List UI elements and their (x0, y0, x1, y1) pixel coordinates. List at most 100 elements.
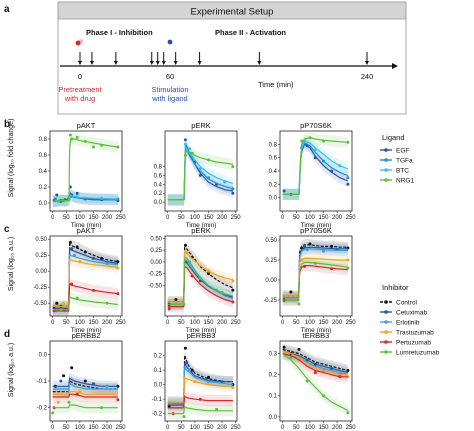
data-point (68, 240, 72, 244)
x-tick-label: 50 (293, 215, 300, 221)
data-point (322, 139, 325, 143)
y-tick-label: 0.25 (265, 258, 277, 264)
chart-title-d-perbb3: pERBB3 (187, 331, 216, 340)
data-point (185, 361, 189, 365)
data-point (182, 415, 186, 419)
y-tick-label: 0.50 (35, 237, 47, 243)
panel-letter-a: a (4, 4, 10, 15)
legend-swatch-dot (384, 350, 388, 354)
data-point (220, 291, 224, 294)
data-point (190, 151, 194, 155)
y-tick-label: 0.50 (265, 238, 277, 244)
data-point (116, 260, 120, 264)
series-line (167, 365, 233, 405)
data-point (346, 140, 350, 144)
data-point (305, 379, 309, 383)
sampling-arrow-head (78, 61, 82, 65)
series-line (282, 353, 348, 378)
x-axis-label: Time (min) (301, 222, 332, 229)
x-tick-label: 250 (231, 320, 242, 326)
panel-letter-c: c (4, 224, 10, 235)
plot-frame (49, 235, 123, 317)
x-tick-label: 100 (190, 320, 201, 326)
data-point (83, 139, 87, 143)
y-tick-label: 0.1 (154, 368, 163, 374)
data-point (167, 307, 171, 311)
chart-1-0: 0 50 100 150 200 250 Time (min) -0.50 -0.25 0.00 0… (33, 235, 126, 334)
sampling-arrow-head (161, 61, 166, 65)
chart-title-b-pp70s6k: pP70S6K (300, 121, 332, 130)
setup-title: Experimental Setup (191, 7, 274, 18)
x-axis-label: Time (min) (186, 222, 217, 229)
y-tick-label: -0.2 (37, 406, 48, 412)
data-point (70, 247, 74, 251)
data-point (289, 290, 293, 294)
sampling-arrow-head (89, 61, 94, 65)
x-tick-label: 250 (346, 320, 357, 326)
phase-two-label: Phase II - Activation (215, 28, 286, 37)
data-point (188, 368, 191, 372)
data-point (78, 390, 82, 394)
data-point (183, 142, 187, 146)
data-point (207, 158, 210, 162)
plot-frame (164, 235, 238, 317)
y-tick-label: 0.8 (154, 165, 163, 171)
series-line (52, 377, 118, 387)
series-line (282, 353, 349, 412)
y-tick-label: -0.50 (148, 283, 162, 289)
data-point (92, 288, 95, 292)
row-d-ylabel: Signal (log₁₀ a.u.) (8, 343, 15, 397)
data-point (92, 256, 95, 260)
legend-swatch-dot (384, 330, 388, 334)
x-axis-label: Time (min) (186, 327, 217, 334)
x-tick-label: 0 (166, 425, 170, 431)
ligand-legend-title: Ligand (382, 133, 405, 142)
data-point (55, 193, 59, 197)
data-point (198, 276, 202, 280)
legend-swatch-dot (384, 340, 388, 344)
x-tick-label: 150 (88, 425, 99, 431)
pretreatment-label-line1: Pretreatment (58, 85, 102, 94)
x-tick-label: 150 (203, 320, 214, 326)
data-point (207, 272, 210, 276)
x-tick-label: 50 (178, 425, 185, 431)
chart-1-1: 0 50 100 150 200 250 Time (min) -0.50 -0.25 0.00 0… (148, 235, 242, 334)
data-point (231, 288, 235, 292)
data-point (56, 400, 60, 404)
data-point (308, 136, 312, 140)
confidence-band (167, 141, 233, 206)
y-tick-label: 0.2 (269, 373, 278, 379)
series-line (282, 350, 349, 374)
series-line (282, 137, 348, 195)
y-tick-label: 0.8 (269, 142, 278, 148)
y-tick-label: 0.00 (265, 278, 277, 284)
data-point (322, 159, 325, 163)
x-tick-label: 150 (318, 425, 329, 431)
x-tick-label: 100 (305, 425, 316, 431)
series-line (52, 295, 118, 311)
x-tick-label: 150 (318, 215, 329, 221)
data-point (70, 282, 74, 286)
series-line (282, 261, 348, 301)
data-point (207, 375, 210, 379)
series-line (167, 405, 233, 415)
data-point (185, 251, 189, 254)
x-axis-label: Time (min) (71, 222, 102, 229)
series-line (282, 257, 348, 297)
x-tick-label: 100 (75, 320, 86, 326)
data-point (116, 292, 120, 296)
data-point (303, 244, 306, 248)
series-line (167, 251, 234, 303)
data-point (182, 302, 186, 306)
data-point (231, 386, 235, 389)
y-tick-label: 0.8 (39, 137, 48, 143)
data-point (330, 169, 334, 173)
x-tick-label: 100 (75, 215, 86, 221)
sampling-arrow-head (113, 61, 118, 65)
series-line (52, 380, 118, 393)
series-line (282, 248, 348, 299)
